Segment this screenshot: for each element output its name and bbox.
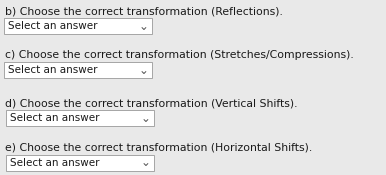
Text: ⌄: ⌄ xyxy=(139,64,149,76)
Text: d) Choose the correct transformation (Vertical Shifts).: d) Choose the correct transformation (Ve… xyxy=(5,98,298,108)
FancyBboxPatch shape xyxy=(4,62,152,78)
Text: ⌄: ⌄ xyxy=(141,111,151,124)
Text: ⌄: ⌄ xyxy=(139,19,149,33)
Text: Select an answer: Select an answer xyxy=(8,21,98,31)
FancyBboxPatch shape xyxy=(6,155,154,171)
Text: Select an answer: Select an answer xyxy=(8,65,98,75)
Text: Select an answer: Select an answer xyxy=(10,158,100,168)
Text: Select an answer: Select an answer xyxy=(10,113,100,123)
Text: ⌄: ⌄ xyxy=(141,156,151,170)
Text: c) Choose the correct transformation (Stretches/Compressions).: c) Choose the correct transformation (St… xyxy=(5,50,354,60)
FancyBboxPatch shape xyxy=(6,110,154,126)
Text: e) Choose the correct transformation (Horizontal Shifts).: e) Choose the correct transformation (Ho… xyxy=(5,143,312,153)
FancyBboxPatch shape xyxy=(4,18,152,34)
Text: b) Choose the correct transformation (Reflections).: b) Choose the correct transformation (Re… xyxy=(5,6,283,16)
